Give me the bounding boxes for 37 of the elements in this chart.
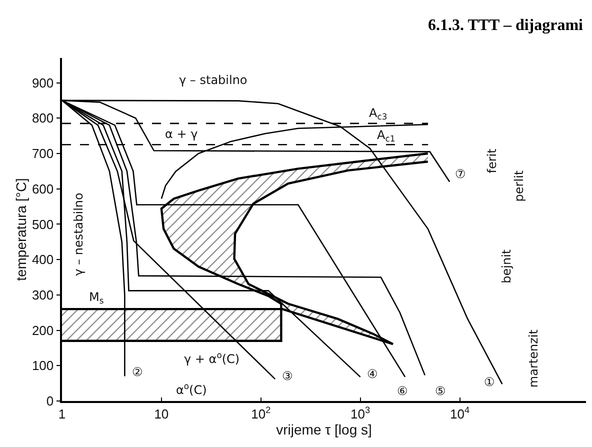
y-tick-label: 100 xyxy=(32,358,54,374)
annotation: ② xyxy=(132,365,143,379)
y-axis-title: temperatura [°C] xyxy=(13,178,30,281)
annotation: γ – nestabilno xyxy=(72,192,86,276)
x-tick-label: 10$^{4}$ xyxy=(450,404,470,422)
annotation: martenzit xyxy=(526,329,541,388)
annotation: γ + α$^{o}$(C) xyxy=(184,350,240,366)
annotation: bejnit xyxy=(499,249,514,284)
y-tick-label: 200 xyxy=(32,322,54,338)
x-axis-title: vrijeme τ [log s] xyxy=(276,421,372,438)
annotation: A$_{c1}$ xyxy=(377,128,396,144)
y-tick-label: 500 xyxy=(32,216,54,232)
x-tick-label: 10 xyxy=(154,406,169,422)
annotation: α$^{o}$(C) xyxy=(176,381,207,398)
y-tick-label: 300 xyxy=(32,287,54,302)
y-tick-label: 0 xyxy=(46,394,54,409)
annotation: ⑤ xyxy=(435,384,446,398)
annotation: ⑥ xyxy=(397,384,408,398)
y-tick-label: 800 xyxy=(32,110,54,126)
y-tick-label: 700 xyxy=(32,146,54,162)
annotation: A$_{c3}$ xyxy=(369,106,388,122)
y-tick-label: 600 xyxy=(32,181,54,196)
y-tick-label: 400 xyxy=(32,252,54,268)
annotation: ④ xyxy=(367,367,378,381)
x-tick-label: 10$^{2}$ xyxy=(251,404,271,422)
annotation: ③ xyxy=(282,369,293,383)
annotation: perlit xyxy=(512,170,526,202)
annotation: ⑦ xyxy=(455,167,466,181)
x-tick-label: 10$^{3}$ xyxy=(350,404,370,422)
annotation: α + γ xyxy=(165,127,198,141)
annotation: ① xyxy=(484,375,495,389)
annotation: γ – stabilno xyxy=(179,73,248,87)
annotation: ferit xyxy=(485,148,500,174)
chart-title: 6.1.3. TTT – dijagrami xyxy=(428,17,584,34)
x-tick-label: 1 xyxy=(58,406,66,422)
y-tick-label: 900 xyxy=(32,75,54,90)
annotation: M$_{s}$ xyxy=(89,290,104,306)
